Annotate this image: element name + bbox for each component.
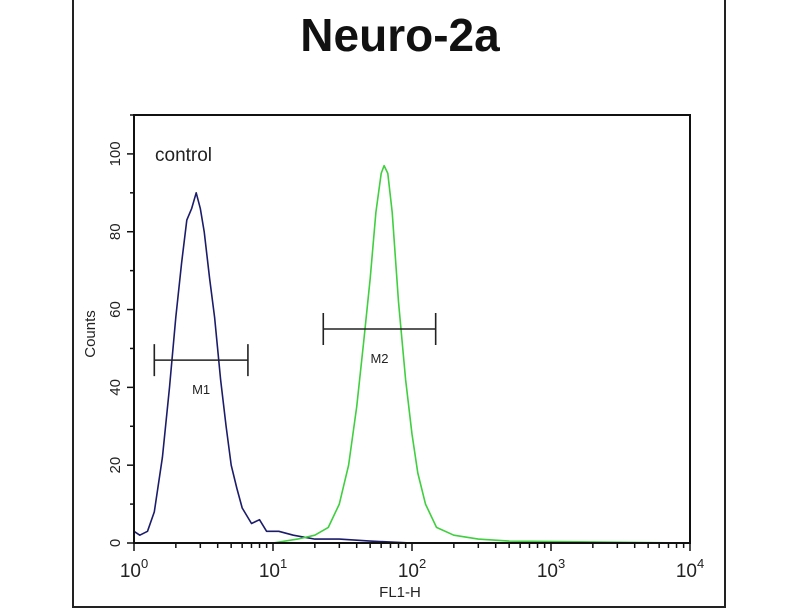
chart-title: Neuro-2a: [300, 9, 500, 61]
y-tick-label: 60: [107, 301, 124, 318]
marker-label-M2: M2: [370, 351, 388, 366]
y-tick-label: 80: [107, 223, 124, 240]
x-tick-label: 101: [259, 556, 287, 582]
x-tick-label: 100: [120, 556, 148, 582]
x-tick-label: 102: [398, 556, 426, 582]
marker-label-M1: M1: [192, 382, 210, 397]
series-line-1: [134, 164, 691, 544]
annotation-control: control: [155, 145, 212, 166]
y-tick-label: 40: [107, 379, 124, 396]
series-line-0: [133, 192, 690, 544]
y-axis-label: Counts: [82, 310, 99, 358]
y-tick-label: 0: [107, 539, 124, 547]
y-tick-label: 100: [107, 141, 124, 166]
x-tick-label: 104: [676, 556, 704, 582]
y-tick-label: 20: [107, 457, 124, 474]
x-axis-label: FL1-H: [379, 584, 421, 600]
x-tick-label: 103: [537, 556, 565, 582]
